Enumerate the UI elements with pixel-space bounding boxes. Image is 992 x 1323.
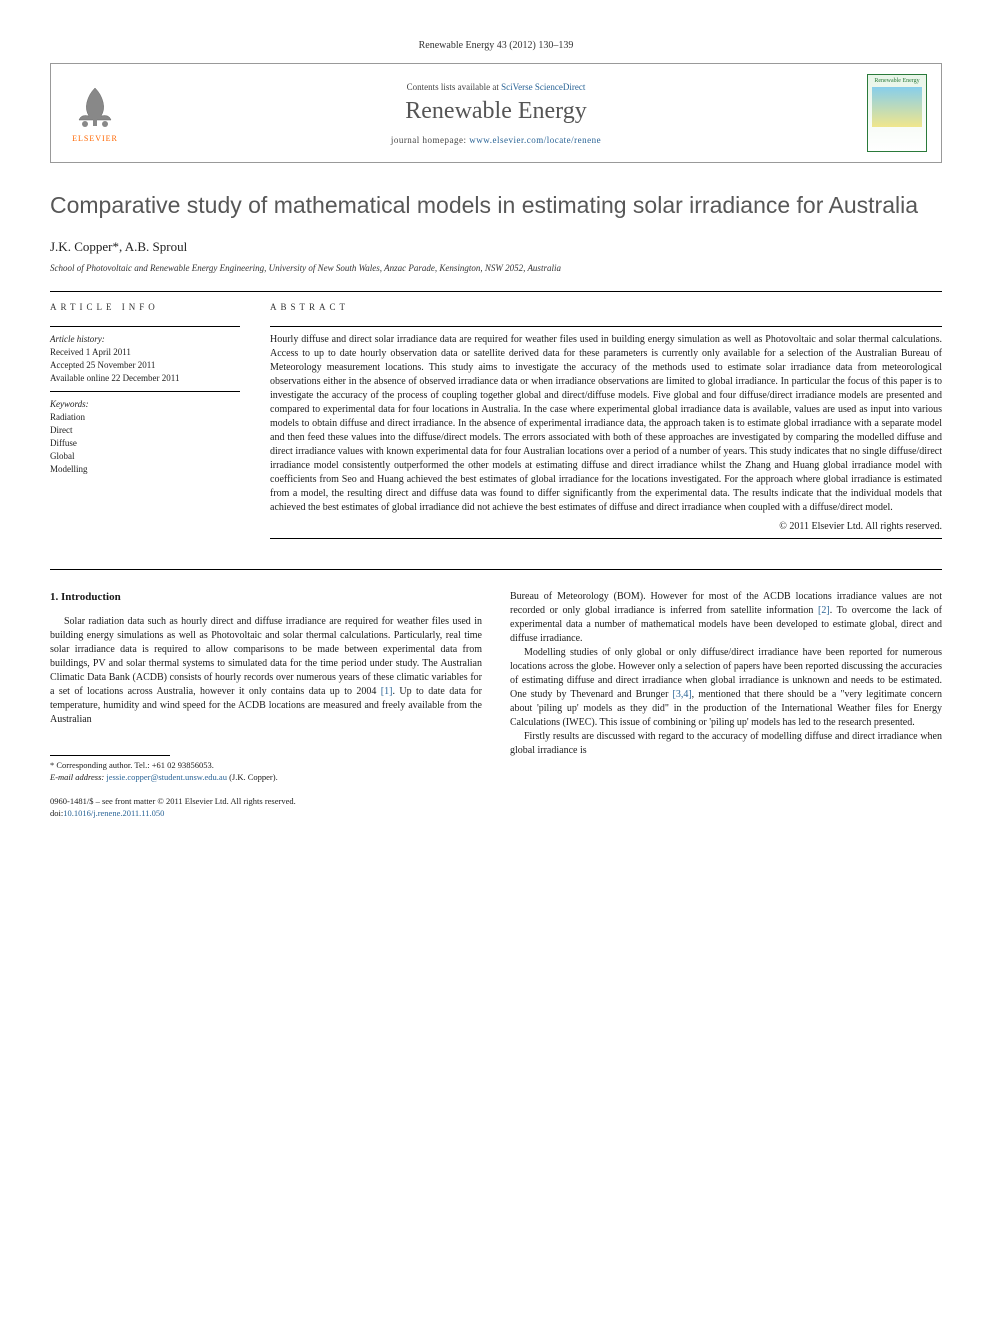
abstract-heading: ABSTRACT xyxy=(270,292,942,320)
sciverse-link[interactable]: SciVerse ScienceDirect xyxy=(501,82,585,92)
footer-divider xyxy=(50,755,170,756)
email-link[interactable]: jessie.copper@student.unsw.edu.au xyxy=(106,772,227,782)
copyright-line: © 2011 Elsevier Ltd. All rights reserved… xyxy=(270,521,942,532)
homepage-label: journal homepage: xyxy=(391,135,467,145)
body-columns: 1. Introduction Solar radiation data suc… xyxy=(50,590,942,820)
homepage-line: journal homepage: www.elsevier.com/locat… xyxy=(125,135,867,145)
accepted-date: Accepted 25 November 2011 xyxy=(50,359,240,372)
elsevier-tree-icon xyxy=(71,84,119,132)
article-history-block: Article history: Received 1 April 2011 A… xyxy=(50,333,240,385)
header-center: Contents lists available at SciVerse Sci… xyxy=(125,82,867,145)
elsevier-logo: ELSEVIER xyxy=(65,78,125,148)
journal-name: Renewable Energy xyxy=(125,98,867,125)
para-text: Firstly results are discussed with regar… xyxy=(510,731,942,756)
header-left: ELSEVIER xyxy=(65,78,125,148)
contents-line: Contents lists available at SciVerse Sci… xyxy=(125,82,867,92)
keyword: Direct xyxy=(50,424,240,437)
info-abstract-row: ARTICLE INFO Article history: Received 1… xyxy=(50,292,942,545)
keyword: Global xyxy=(50,450,240,463)
online-date: Available online 22 December 2011 xyxy=(50,372,240,385)
doi-block: 0960-1481/$ – see front matter © 2011 El… xyxy=(50,796,482,820)
abstract-column: ABSTRACT Hourly diffuse and direct solar… xyxy=(270,292,942,545)
body-paragraph: Solar radiation data such as hourly dire… xyxy=(50,615,482,727)
email-line: E-mail address: jessie.copper@student.un… xyxy=(50,772,482,784)
doi-label: doi: xyxy=(50,808,63,818)
corresponding-author: * Corresponding author. Tel.: +61 02 938… xyxy=(50,760,482,772)
front-matter: 0960-1481/$ – see front matter © 2011 El… xyxy=(50,796,482,808)
received-date: Received 1 April 2011 xyxy=(50,346,240,359)
abstract-bottom-divider xyxy=(270,538,942,539)
homepage-link[interactable]: www.elsevier.com/locate/renene xyxy=(469,135,601,145)
authors: J.K. Copper*, A.B. Sproul xyxy=(50,239,942,255)
history-label: Article history: xyxy=(50,333,240,346)
footer-block: * Corresponding author. Tel.: +61 02 938… xyxy=(50,755,482,784)
article-info-heading: ARTICLE INFO xyxy=(50,292,240,320)
body-paragraph: Bureau of Meteorology (BOM). However for… xyxy=(510,590,942,646)
body-column-left: 1. Introduction Solar radiation data suc… xyxy=(50,590,482,820)
keyword: Modelling xyxy=(50,463,240,476)
body-column-right: Bureau of Meteorology (BOM). However for… xyxy=(510,590,942,820)
journal-cover-thumbnail: Renewable Energy xyxy=(867,74,927,152)
reference-link[interactable]: [1] xyxy=(381,686,393,697)
doi-line: doi:10.1016/j.renene.2011.11.050 xyxy=(50,808,482,820)
email-label: E-mail address: xyxy=(50,772,104,782)
affiliation: School of Photovoltaic and Renewable Ene… xyxy=(50,263,942,273)
intro-heading: 1. Introduction xyxy=(50,590,482,605)
divider xyxy=(50,569,942,570)
keyword: Radiation xyxy=(50,411,240,424)
info-divider xyxy=(50,391,240,392)
doi-link[interactable]: 10.1016/j.renene.2011.11.050 xyxy=(63,808,164,818)
article-info-column: ARTICLE INFO Article history: Received 1… xyxy=(50,292,240,545)
cover-image xyxy=(872,87,922,127)
journal-reference: Renewable Energy 43 (2012) 130–139 xyxy=(50,40,942,51)
reference-link[interactable]: [2] xyxy=(818,605,830,616)
article-title: Comparative study of mathematical models… xyxy=(50,191,942,221)
elsevier-label: ELSEVIER xyxy=(72,134,118,143)
abstract-divider xyxy=(270,326,942,327)
abstract-text: Hourly diffuse and direct solar irradian… xyxy=(270,333,942,515)
body-paragraph: Firstly results are discussed with regar… xyxy=(510,730,942,758)
page-container: Renewable Energy 43 (2012) 130–139 ELSEV… xyxy=(0,0,992,860)
contents-text: Contents lists available at xyxy=(407,82,499,92)
body-paragraph: Modelling studies of only global or only… xyxy=(510,646,942,730)
email-suffix: (J.K. Copper). xyxy=(229,772,278,782)
info-divider xyxy=(50,326,240,327)
keywords-block: Keywords: Radiation Direct Diffuse Globa… xyxy=(50,398,240,476)
journal-header: ELSEVIER Contents lists available at Sci… xyxy=(50,63,942,163)
reference-link[interactable]: [3,4] xyxy=(673,689,692,700)
cover-title: Renewable Energy xyxy=(874,78,919,84)
keywords-label: Keywords: xyxy=(50,398,240,411)
keyword: Diffuse xyxy=(50,437,240,450)
